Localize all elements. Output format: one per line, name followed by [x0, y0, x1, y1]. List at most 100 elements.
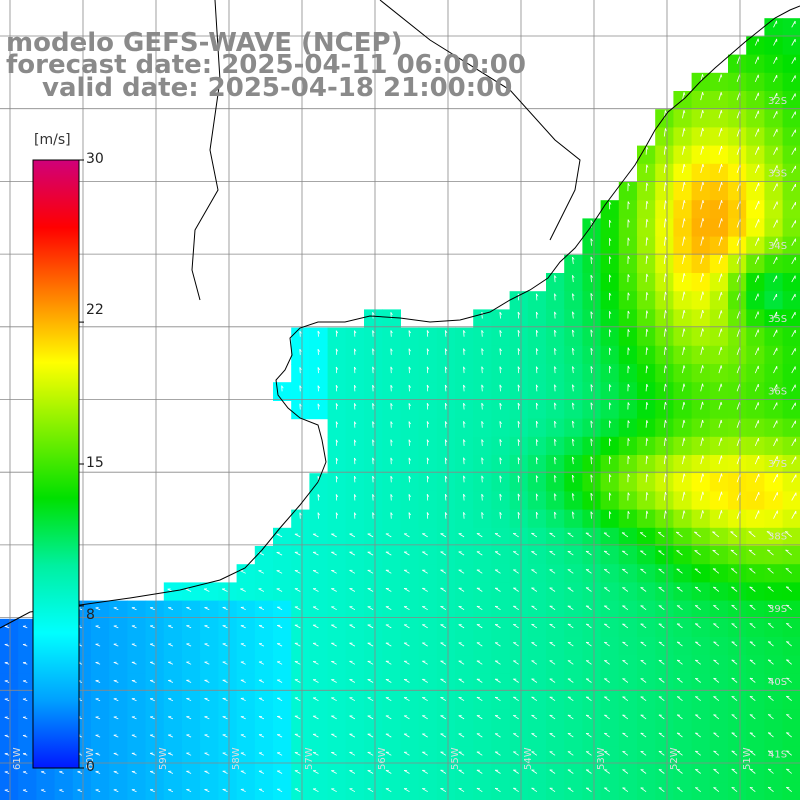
wind-arrow-head [664, 420, 667, 424]
wind-speed-cell [436, 473, 456, 492]
wind-direction-arrows [4, 20, 797, 793]
wind-arrow [622, 678, 629, 683]
wind-arrow-head [627, 183, 630, 187]
wind-arrow-head [683, 92, 686, 96]
wind-speed-cell [291, 527, 310, 547]
wind-arrow-head [713, 586, 717, 588]
wind-arrow [408, 439, 410, 446]
wind-arrow [294, 624, 301, 629]
wind-arrow [349, 569, 356, 574]
wind-speed-cell [655, 436, 674, 456]
wind-arrow [767, 604, 774, 611]
wind-arrow [312, 606, 319, 611]
wind-arrow [408, 494, 410, 501]
wind-speed-cell [746, 637, 765, 656]
wind-speed-field [0, 18, 800, 800]
wind-speed-cell [637, 600, 656, 620]
wind-arrow [458, 551, 465, 556]
wind-speed-cell [509, 455, 529, 474]
wind-arrow [682, 128, 685, 137]
wind-arrow [621, 532, 629, 538]
wind-arrow-head [702, 309, 704, 314]
wind-arrow [682, 254, 685, 264]
wind-speed-cell [291, 764, 310, 784]
wind-arrow [354, 457, 356, 465]
wind-arrow [767, 586, 774, 592]
wind-speed-cell [764, 109, 784, 128]
wind-arrow [791, 93, 796, 101]
wind-arrow-head [683, 365, 686, 369]
wind-arrow-head [354, 512, 357, 516]
wind-arrow [354, 330, 356, 337]
wind-arrow [572, 348, 574, 355]
wind-arrow [640, 641, 647, 647]
wind-arrow-head [408, 457, 411, 461]
wind-arrow [622, 660, 629, 665]
wind-speed-cell [473, 400, 492, 420]
wind-arrow [426, 366, 429, 374]
wind-arrow [731, 604, 738, 611]
wind-speed-cell [382, 600, 401, 620]
wind-speed-cell [491, 582, 511, 602]
wind-arrow-head [720, 292, 723, 296]
wind-arrow [299, 385, 301, 392]
wind-arrow-head [720, 383, 723, 387]
wind-arrow [682, 383, 685, 392]
wind-speed-cell [600, 600, 620, 620]
wind-speed-cell [728, 491, 747, 511]
wind-arrow [695, 769, 701, 774]
wind-speed-cell [491, 473, 511, 492]
wind-arrow-head [426, 384, 430, 388]
wind-arrow-head [721, 273, 723, 277]
wind-speed-cell [582, 309, 602, 329]
wind-arrow [549, 623, 556, 629]
wind-speed-cell [473, 582, 492, 602]
wind-speed-cell [109, 655, 128, 674]
wind-speed-cell [364, 746, 383, 765]
wind-speed-cell [546, 673, 565, 693]
wind-arrow [663, 164, 666, 173]
wind-speed-cell [564, 418, 583, 438]
wind-speed-cell [618, 673, 638, 693]
wind-arrow [791, 183, 796, 192]
wind-speed-cell [218, 600, 238, 620]
wind-speed-cell [400, 473, 420, 492]
wind-speed-cell [564, 728, 583, 747]
wind-arrow-head [683, 328, 686, 332]
wind-speed-cell [764, 218, 784, 238]
wind-speed-cell [455, 382, 474, 401]
wind-arrow [494, 678, 501, 683]
wind-arrow-head [517, 402, 521, 406]
wind-arrow [408, 512, 410, 519]
wind-speed-cell [582, 782, 602, 800]
wind-arrow [372, 457, 374, 465]
wind-speed-cell [564, 382, 583, 401]
wind-arrow [385, 679, 392, 683]
wind-arrow [204, 770, 210, 774]
wind-arrow [567, 660, 574, 665]
wind-speed-cell [673, 618, 693, 638]
wind-arrow-head [372, 475, 375, 479]
wind-arrow [277, 697, 283, 702]
wind-arrow [335, 421, 338, 428]
wind-arrow [422, 788, 428, 793]
wind-speed-cell [509, 364, 529, 383]
wind-arrow [682, 110, 685, 119]
wind-speed-cell [254, 655, 274, 674]
wind-arrow [549, 714, 556, 720]
wind-speed-cell [655, 309, 674, 329]
wind-arrow-head [572, 493, 575, 497]
wind-arrow [645, 146, 648, 155]
wind-speed-cell [637, 455, 656, 474]
wind-speed-cell [327, 327, 347, 347]
wind-arrow [517, 348, 520, 355]
wind-arrow [494, 715, 501, 720]
wind-arrow [277, 716, 283, 720]
wind-arrow-head [702, 437, 704, 441]
wind-arrow-head [590, 256, 593, 260]
wind-speed-cell [709, 418, 729, 438]
wind-speed-cell [400, 418, 420, 438]
wind-arrow [773, 329, 778, 337]
wind-speed-cell [345, 473, 365, 492]
wind-speed-cell [728, 236, 747, 256]
